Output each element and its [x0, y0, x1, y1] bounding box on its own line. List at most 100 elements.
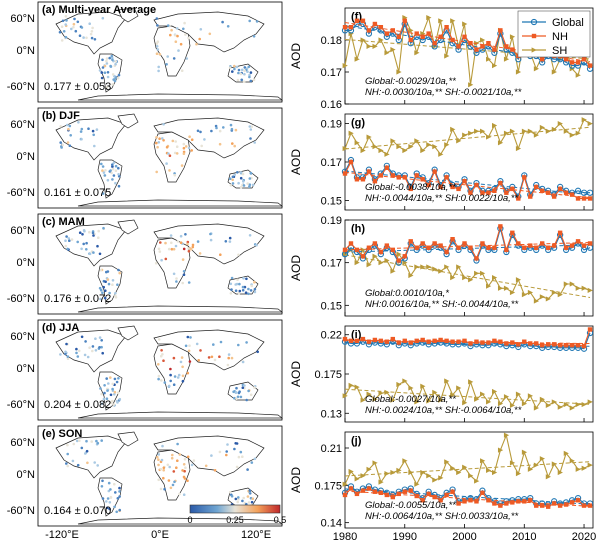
aod-station-dot	[157, 65, 160, 69]
aod-station-dot	[80, 26, 84, 29]
aod-station-dot	[179, 241, 183, 244]
aod-station-dot	[242, 496, 245, 500]
sh-point	[515, 471, 522, 477]
aod-station-dot	[176, 27, 179, 30]
sh-point	[509, 402, 516, 409]
aod-station-dot	[94, 349, 98, 352]
nh-point	[581, 343, 587, 349]
aod-station-dot	[118, 490, 121, 493]
sh-point	[533, 462, 540, 468]
aod-station-dot	[106, 506, 109, 510]
aod-station-dot	[237, 497, 240, 501]
aod-station-dot	[174, 244, 178, 248]
aod-station-dot	[182, 273, 186, 276]
nh-point	[372, 489, 378, 494]
aod-station-dot	[100, 485, 104, 488]
aod-station-dot	[238, 390, 241, 393]
y-tick-label: 0.13	[321, 408, 342, 420]
aod-station-dot	[190, 138, 194, 141]
aod-station-dot	[117, 184, 121, 188]
aod-station-dot	[179, 42, 183, 46]
aod-station-dot	[106, 71, 110, 74]
aod-station-dot	[172, 57, 176, 60]
nh-point	[384, 492, 390, 498]
aod-station-dot	[235, 465, 239, 469]
nh-point	[516, 241, 521, 246]
aod-station-dot	[64, 352, 67, 356]
aod-station-dot	[255, 243, 258, 247]
aod-station-dot	[176, 442, 179, 446]
sh-point	[491, 469, 498, 476]
sh-point	[420, 147, 426, 154]
aod-station-dot	[157, 338, 161, 341]
nh-point	[522, 245, 527, 250]
aod-station-dot	[250, 500, 254, 504]
sh-point	[348, 468, 354, 475]
aod-station-dot	[159, 241, 162, 244]
nh-point	[456, 186, 461, 192]
aod-station-dot	[180, 356, 184, 359]
nh-point	[528, 194, 533, 199]
nh-point	[486, 41, 491, 46]
nh-point	[540, 241, 545, 246]
y-tick-label: 0.17	[321, 258, 342, 270]
aod-station-dot	[239, 72, 243, 76]
aod-station-dot	[227, 356, 230, 360]
aod-station-dot	[182, 463, 186, 466]
sh-point	[531, 47, 537, 53]
sh-point	[378, 479, 384, 485]
aod-station-dot	[65, 235, 68, 238]
sh-point	[372, 144, 378, 150]
continent-outline	[117, 219, 139, 235]
sh-point	[480, 128, 486, 134]
nh-point	[366, 169, 372, 174]
aod-station-dot	[162, 139, 165, 142]
nh-point	[378, 25, 384, 30]
trend-annotation: Global:-0.0038/10a,**	[365, 182, 456, 193]
aod-station-dot	[105, 86, 109, 89]
aod-station-dot	[112, 161, 116, 164]
aod-station-dot	[176, 34, 179, 38]
nh-point	[462, 34, 467, 39]
panel-label: (g)	[351, 117, 365, 129]
nh-point	[534, 245, 539, 250]
nh-point	[510, 340, 515, 345]
sh-point	[444, 264, 450, 270]
nh-point	[396, 258, 401, 263]
aod-station-dot	[164, 241, 167, 245]
sh-point	[468, 473, 474, 479]
aod-station-dot	[242, 180, 245, 183]
sh-point	[420, 383, 426, 389]
nh-point	[540, 188, 545, 193]
nh-point	[522, 339, 527, 344]
aod-station-dot	[83, 353, 87, 357]
nh-point	[456, 245, 461, 250]
aod-station-dot	[64, 35, 68, 39]
aod-station-dot	[91, 26, 94, 30]
nh-point	[563, 502, 569, 507]
aod-station-dot	[174, 33, 177, 37]
nh-point	[408, 239, 413, 244]
aod-station-dot	[102, 397, 106, 401]
nh-point	[348, 159, 354, 165]
aod-station-dot	[172, 247, 176, 251]
nh-point	[456, 339, 461, 344]
legend-box	[517, 10, 591, 58]
aod-station-dot	[236, 78, 240, 82]
aod-station-dot	[207, 356, 211, 359]
sh-point	[396, 381, 402, 388]
aod-station-dot	[108, 291, 111, 295]
aod-station-dot	[65, 342, 68, 346]
sh-point	[521, 449, 528, 455]
nh-point	[420, 498, 425, 503]
aod-station-dot	[65, 123, 69, 127]
nh-point	[587, 503, 593, 508]
sh-point	[438, 18, 444, 24]
sh-point	[432, 266, 438, 272]
sh-point	[438, 397, 444, 403]
sh-point	[587, 121, 593, 127]
aod-station-dot	[118, 495, 121, 498]
aod-station-dot	[186, 455, 190, 459]
continent-outline	[153, 329, 265, 371]
aod-station-dot	[78, 34, 82, 37]
